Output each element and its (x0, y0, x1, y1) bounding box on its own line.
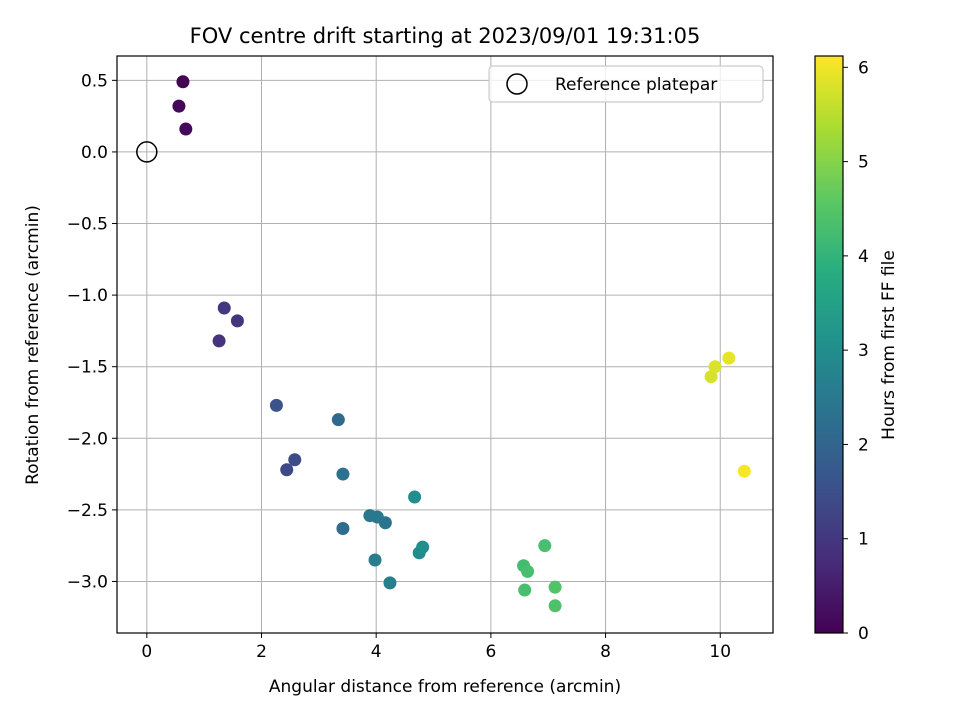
data-point (280, 463, 294, 477)
x-tick-label: 2 (256, 642, 267, 662)
x-tick-label: 8 (600, 642, 611, 662)
plot-area: 0 2 4 6 8 10 0.5 0.0 −0.5 −1.0 −1.5 −2.0 −2.5 −3.0 (67, 55, 774, 662)
colorbar-tick-label: 1 (858, 530, 869, 550)
colorbar-tick-label: 2 (858, 435, 869, 455)
data-point (378, 516, 392, 530)
colorbar-label: Hours from first FF file (879, 250, 899, 440)
grid-lines (117, 56, 773, 633)
data-point (737, 464, 751, 478)
data-point (269, 398, 283, 412)
legend-box (488, 65, 764, 103)
colorbar-tick-label: 3 (858, 341, 869, 361)
colorbar-tick-label: 5 (858, 153, 869, 173)
x-tick-label: 0 (141, 642, 152, 662)
legend-marker-reference (506, 73, 528, 95)
y-tick-label: 0.0 (81, 143, 108, 163)
data-point (521, 564, 535, 578)
data-points (172, 75, 751, 613)
data-point (722, 351, 736, 365)
data-point (288, 453, 302, 467)
data-point (416, 540, 430, 554)
x-axis-label: Angular distance from reference (arcmin) (269, 677, 621, 697)
data-point (212, 334, 226, 348)
y-tick-label: −3.0 (67, 572, 108, 592)
y-tick-label: −1.0 (67, 286, 108, 306)
y-tick-label: −2.5 (67, 501, 108, 521)
y-tick-label: −0.5 (67, 215, 108, 235)
data-point (336, 467, 350, 481)
colorbar-tick-label: 0 (858, 624, 869, 644)
data-point (176, 75, 190, 89)
data-point (172, 99, 186, 113)
plot-frame (116, 55, 774, 634)
colorbar-tick-label: 4 (858, 247, 869, 267)
x-axis-ticks: 0 2 4 6 8 10 (141, 633, 731, 662)
data-point (217, 301, 231, 315)
data-point (408, 490, 422, 504)
data-point (230, 314, 244, 328)
colorbar-ticks: 0 1 2 3 4 5 6 (843, 58, 869, 644)
y-axis-ticks: 0.5 0.0 −0.5 −1.0 −1.5 −2.0 −2.5 −3.0 (67, 71, 117, 592)
data-point (518, 583, 532, 597)
data-point (538, 539, 552, 553)
legend: Reference platepar (488, 65, 764, 103)
data-point (708, 360, 722, 374)
colorbar-gradient (814, 55, 844, 634)
data-point (368, 553, 382, 567)
reference-point-marker (136, 141, 158, 163)
x-tick-label: 10 (709, 642, 731, 662)
colorbar-tick-label: 6 (858, 58, 869, 78)
x-tick-label: 4 (371, 642, 382, 662)
data-point (331, 413, 345, 427)
y-tick-label: −2.0 (67, 429, 108, 449)
y-tick-label: 0.5 (81, 71, 108, 91)
chart-title: FOV centre drift starting at 2023/09/01 … (190, 24, 701, 48)
data-point (383, 576, 397, 590)
data-point (548, 580, 562, 594)
data-point (548, 599, 562, 613)
data-point (336, 521, 350, 535)
data-point (179, 122, 193, 136)
y-tick-label: −1.5 (67, 358, 108, 378)
y-axis-label: Rotation from reference (arcmin) (23, 205, 43, 485)
legend-entry-reference: Reference platepar (555, 75, 717, 95)
x-tick-label: 6 (485, 642, 496, 662)
data-point (704, 370, 718, 384)
colorbar: 0 1 2 3 4 5 6 Hours from first FF file (814, 55, 899, 644)
